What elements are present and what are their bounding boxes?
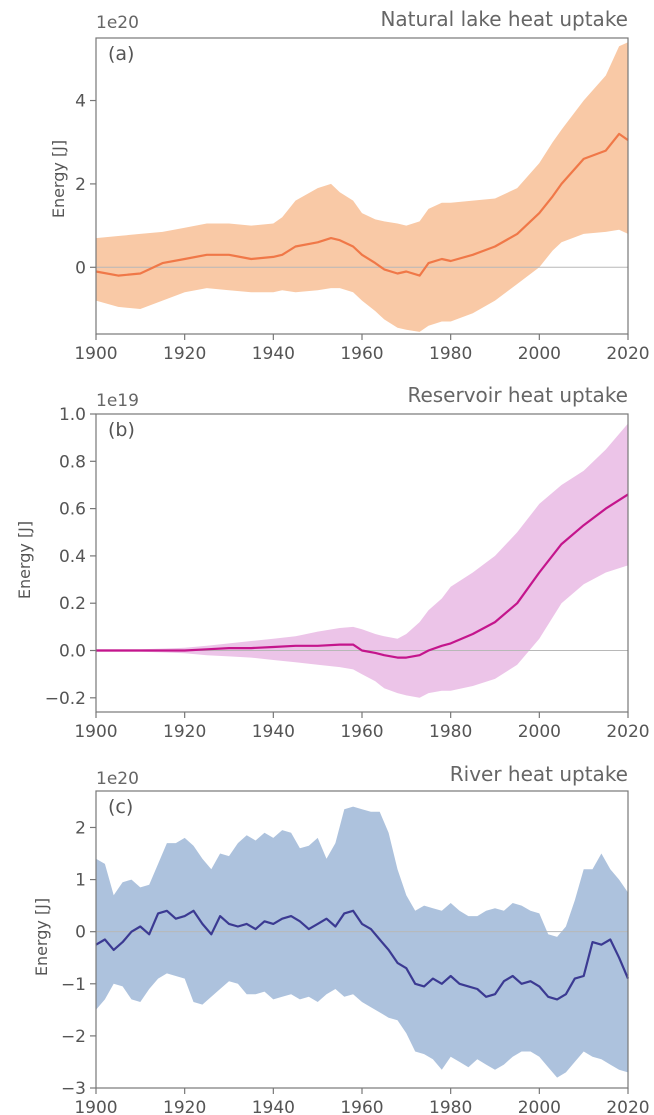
y-tick-label: −0.2 xyxy=(45,689,86,709)
series-line xyxy=(96,493,629,659)
x-tick-label: 2020 xyxy=(606,722,649,742)
y-tick-label: 0.0 xyxy=(59,642,86,662)
x-tick-label: 1960 xyxy=(340,1098,383,1115)
x-tick-label: 1900 xyxy=(74,1098,117,1115)
panel-river: River heat uptake 1e20 Energy [J] (c) 190… xyxy=(32,762,650,1115)
panel-title: Natural lake heat uptake xyxy=(380,7,628,31)
x-tick-label: 2000 xyxy=(518,722,561,742)
x-tick-label: 2000 xyxy=(518,1098,561,1115)
panel-label: (b) xyxy=(108,419,135,441)
y-tick-label: 0.6 xyxy=(59,500,86,520)
x-tick-label: 1900 xyxy=(74,344,117,364)
x-tick-label: 1960 xyxy=(340,722,383,742)
x-tick-label: 2020 xyxy=(606,1098,649,1115)
y-tick-label: 0.4 xyxy=(59,547,86,567)
x-tick-label: 1940 xyxy=(252,722,295,742)
x-tick-label: 1920 xyxy=(163,1098,206,1115)
x-tick-label: 1980 xyxy=(429,722,472,742)
x-tick-label: 2020 xyxy=(606,344,649,364)
y-tick-label: −3 xyxy=(61,1079,86,1099)
panel-reservoir: Reservoir heat uptake 1e19 Energy [J] (b… xyxy=(15,383,650,742)
x-tick-label: 1900 xyxy=(74,722,117,742)
y-tick-label: 1 xyxy=(75,871,86,891)
x-tick-label: 1980 xyxy=(429,1098,472,1115)
y-multiplier-label: 1e19 xyxy=(96,391,139,411)
series-line xyxy=(95,132,629,277)
x-tick-label: 2000 xyxy=(518,344,561,364)
x-tick-label: 1940 xyxy=(252,344,295,364)
panel-label: (a) xyxy=(108,43,134,65)
uncertainty-band xyxy=(96,806,628,1078)
y-axis-label: Energy [J] xyxy=(32,898,51,976)
x-tick-label: 1920 xyxy=(163,344,206,364)
panel-title: Reservoir heat uptake xyxy=(407,383,628,407)
y-tick-label: 2 xyxy=(75,175,86,195)
y-tick-label: 2 xyxy=(75,818,86,838)
y-tick-label: −1 xyxy=(61,975,86,995)
y-tick-label: 0 xyxy=(75,258,86,278)
x-tick-label: 1980 xyxy=(429,344,472,364)
y-tick-label: 0.8 xyxy=(59,452,86,472)
y-multiplier-label: 1e20 xyxy=(96,769,139,789)
y-axis-label: Energy [J] xyxy=(15,521,34,599)
y-tick-label: 1.0 xyxy=(59,405,86,425)
panel-label: (c) xyxy=(108,796,133,818)
panel-natural-lake: Natural lake heat uptake 1e20 Energy [J]… xyxy=(49,7,650,364)
y-tick-label: 4 xyxy=(75,92,86,112)
panel-title: River heat uptake xyxy=(450,762,628,786)
x-tick-label: 1920 xyxy=(163,722,206,742)
x-tick-label: 1960 xyxy=(340,344,383,364)
y-axis-label: Energy [J] xyxy=(49,140,68,218)
series-line xyxy=(95,909,630,1001)
y-tick-label: 0.2 xyxy=(59,594,86,614)
uncertainty-band xyxy=(96,42,628,332)
uncertainty-band xyxy=(96,423,628,698)
y-tick-label: 0 xyxy=(75,923,86,943)
y-multiplier-label: 1e20 xyxy=(96,13,139,33)
x-tick-label: 1940 xyxy=(252,1098,295,1115)
y-tick-label: −2 xyxy=(61,1027,86,1047)
